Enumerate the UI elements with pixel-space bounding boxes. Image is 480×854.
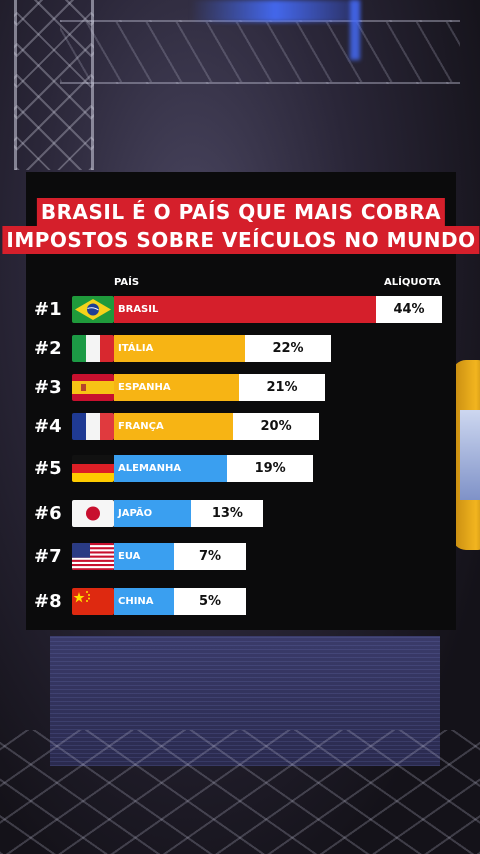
stage-light-vertical xyxy=(350,0,360,60)
value-label: 13% xyxy=(191,500,264,527)
usa-flag-icon xyxy=(72,543,114,570)
country-label: ALEMANHA xyxy=(118,463,182,474)
stage-truss-bottom xyxy=(0,730,480,854)
bar-row: #4 FRANÇA 20% xyxy=(26,413,456,440)
bar xyxy=(114,455,228,482)
rank-label: #5 xyxy=(34,458,62,479)
value-label: 19% xyxy=(227,455,314,482)
stage-light xyxy=(190,0,360,22)
chart-panel: BRASIL É O PAÍS QUE MAIS COBRA IMPOSTOS … xyxy=(2,172,480,630)
country-label: CHINA xyxy=(118,596,154,607)
title-line-2: IMPOSTOS SOBRE VEÍCULOS NO MUNDO xyxy=(2,226,480,254)
title-line-1: BRASIL É O PAÍS QUE MAIS COBRA xyxy=(36,198,446,226)
stage-truss-top xyxy=(60,20,460,84)
bar xyxy=(114,296,376,323)
japan-flag-icon xyxy=(72,500,114,527)
bar xyxy=(114,500,192,527)
brazil-flag-icon xyxy=(72,296,114,323)
bar-row: #8 CHINA 5% xyxy=(26,588,456,615)
china-flag-icon xyxy=(72,588,114,615)
germany-flag-icon xyxy=(72,455,114,482)
france-flag-icon xyxy=(72,413,114,440)
bar-row: #5 ALEMANHA 19% xyxy=(26,455,456,482)
bottle-label xyxy=(460,410,480,500)
rank-label: #2 xyxy=(34,338,62,359)
value-label: 5% xyxy=(174,588,246,615)
bar xyxy=(114,543,174,570)
rank-label: #8 xyxy=(34,591,62,612)
rank-label: #1 xyxy=(34,299,62,320)
spain-flag-icon xyxy=(72,374,114,401)
bar-row: #7 EUA 7% xyxy=(26,543,456,570)
column-header-rate: ALÍQUOTA xyxy=(384,277,441,288)
country-label: FRANÇA xyxy=(118,421,164,432)
bar-row: #2 ITÁLIA 22% xyxy=(26,335,456,362)
country-label: JAPÃO xyxy=(118,508,153,519)
value-label: 21% xyxy=(239,374,326,401)
bar xyxy=(114,335,245,362)
value-label: 22% xyxy=(245,335,331,362)
stage-truss-left xyxy=(14,0,94,170)
rank-label: #6 xyxy=(34,503,62,524)
bar-row: #1 BRASIL 44% xyxy=(26,296,456,323)
rank-label: #3 xyxy=(34,377,62,398)
value-label: 20% xyxy=(233,413,320,440)
bar-row: #3 ESPANHA 21% xyxy=(26,374,456,401)
column-header-country: PAÍS xyxy=(114,277,140,288)
bar xyxy=(114,374,240,401)
rank-label: #7 xyxy=(34,546,62,567)
stage-screen xyxy=(50,636,440,766)
value-label: 44% xyxy=(376,296,442,323)
bar xyxy=(114,588,174,615)
country-label: ITÁLIA xyxy=(118,343,154,354)
country-label: EUA xyxy=(118,551,141,562)
rank-label: #4 xyxy=(34,416,62,437)
country-label: ESPANHA xyxy=(118,382,171,393)
bar-row: #6 JAPÃO 13% xyxy=(26,500,456,527)
country-label: BRASIL xyxy=(118,304,159,315)
value-label: 7% xyxy=(174,543,246,570)
italy-flag-icon xyxy=(72,335,114,362)
bar xyxy=(114,413,234,440)
